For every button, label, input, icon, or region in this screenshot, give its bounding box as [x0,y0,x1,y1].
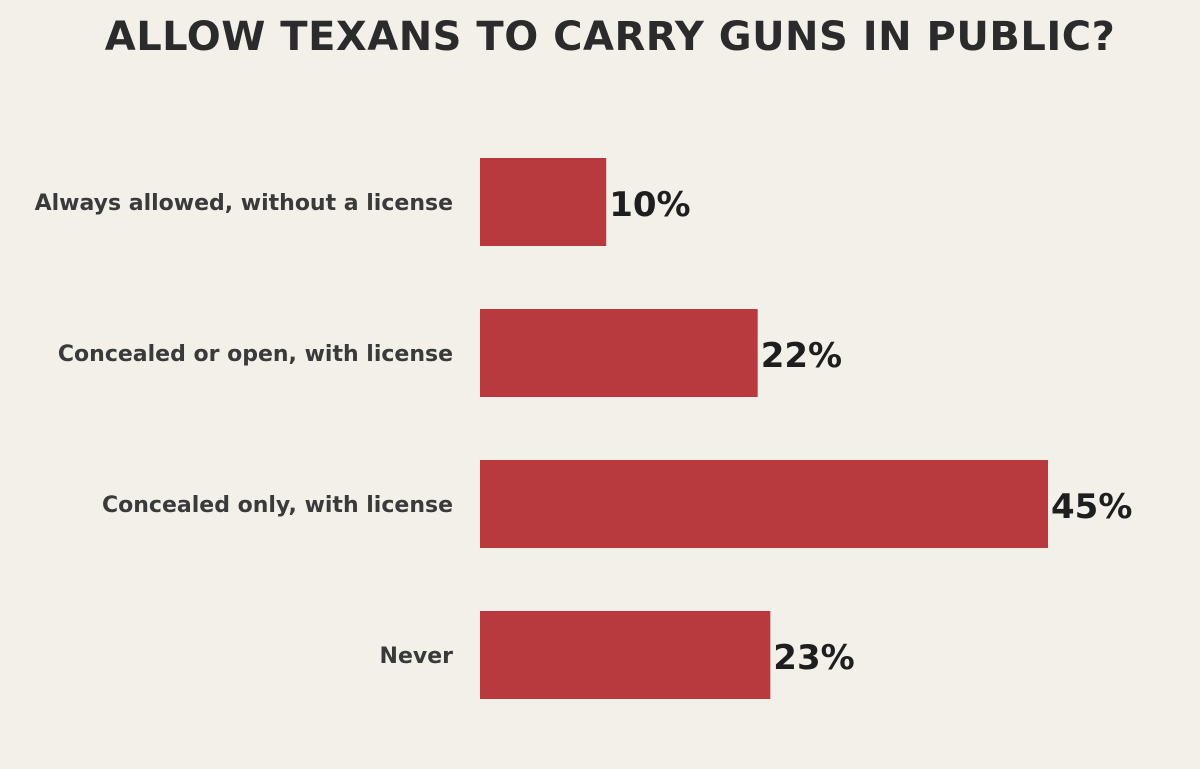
bar [480,611,771,699]
bar [480,158,607,246]
chart-title: ALLOW TEXANS TO CARRY GUNS IN PUBLIC? [104,14,1116,60]
category-label: Concealed only, with license [102,493,453,518]
category-label: Never [380,644,454,669]
category-label: Always allowed, without a license [35,191,453,216]
category-label: Concealed or open, with license [58,342,453,367]
value-label: 45% [1051,487,1132,527]
value-label: 23% [773,638,854,678]
value-label: 22% [761,336,842,376]
bar [480,460,1048,548]
value-label: 10% [609,185,690,225]
bar [480,309,758,397]
